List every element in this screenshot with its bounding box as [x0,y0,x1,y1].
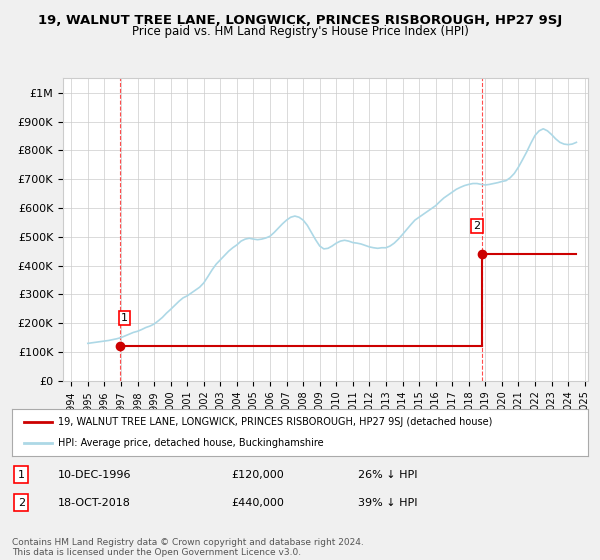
Text: 26% ↓ HPI: 26% ↓ HPI [358,470,417,479]
Text: HPI: Average price, detached house, Buckinghamshire: HPI: Average price, detached house, Buck… [58,438,324,448]
Text: 19, WALNUT TREE LANE, LONGWICK, PRINCES RISBOROUGH, HP27 9SJ: 19, WALNUT TREE LANE, LONGWICK, PRINCES … [38,14,562,27]
Text: 39% ↓ HPI: 39% ↓ HPI [358,498,417,507]
Text: Contains HM Land Registry data © Crown copyright and database right 2024.
This d: Contains HM Land Registry data © Crown c… [12,538,364,557]
Text: Price paid vs. HM Land Registry's House Price Index (HPI): Price paid vs. HM Land Registry's House … [131,25,469,38]
Text: 19, WALNUT TREE LANE, LONGWICK, PRINCES RISBOROUGH, HP27 9SJ (detached house): 19, WALNUT TREE LANE, LONGWICK, PRINCES … [58,417,493,427]
Text: 1: 1 [121,313,128,323]
Text: 18-OCT-2018: 18-OCT-2018 [58,498,131,507]
Text: 2: 2 [473,221,481,231]
Text: £440,000: £440,000 [231,498,284,507]
Text: £120,000: £120,000 [231,470,284,479]
Text: 2: 2 [18,498,25,507]
Text: 10-DEC-1996: 10-DEC-1996 [58,470,131,479]
Text: 1: 1 [18,470,25,479]
